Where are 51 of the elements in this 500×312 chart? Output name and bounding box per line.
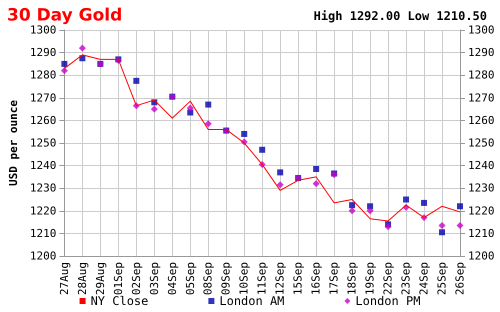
x-tick-label: 25Sep <box>436 262 449 296</box>
y-tick-label: 1230 <box>30 182 56 195</box>
x-tick-label: 09Sep <box>220 262 233 296</box>
x-tick-label: 11Sep <box>256 262 269 296</box>
y2-tick-label: 1280 <box>468 68 494 82</box>
y-tick-label: 1240 <box>30 159 56 172</box>
y2-tick-label: 1260 <box>468 114 494 127</box>
legend-label: London PM <box>355 294 420 308</box>
y2-tick-label: 1270 <box>468 91 494 104</box>
y-tick-label: 1250 <box>30 136 56 150</box>
x-tick-label: 01Sep <box>112 262 125 296</box>
y-axis-title: USD per ounce <box>7 100 20 186</box>
y2-tick-label: 1240 <box>468 159 494 172</box>
y2-tick-label: 1250 <box>468 136 494 150</box>
x-tick-label: 28Aug <box>76 262 89 296</box>
y2-tick-label: 1200 <box>468 250 494 262</box>
chart-subtitle: High 1292.00 Low 1210.50 <box>314 9 487 23</box>
x-tick-label: 18Sep <box>346 262 359 296</box>
x-tick-label: 29Aug <box>94 262 107 296</box>
y2-tick-label: 1210 <box>468 226 494 240</box>
x-tick-label: 22Sep <box>382 262 395 296</box>
y2-tick-label: 1290 <box>468 46 494 60</box>
x-tick-label: 10Sep <box>238 262 251 296</box>
x-tick-label: 26Sep <box>454 262 466 296</box>
x-tick-label: 16Sep <box>310 262 323 296</box>
x-tick-label: 27Aug <box>58 262 71 296</box>
legend-label: London AM <box>219 294 284 308</box>
y-tick-label: 1260 <box>30 114 56 127</box>
y-tick-label: 1290 <box>30 46 56 60</box>
x-tick-label: 12Sep <box>274 262 287 296</box>
x-tick-label: 15Sep <box>292 262 305 296</box>
x-tick-label: 08Sep <box>202 262 215 296</box>
y2-tick-label: 1220 <box>468 204 494 218</box>
x-tick-label: 23Sep <box>400 262 413 296</box>
y2-tick-label: 1230 <box>468 182 494 195</box>
legend-label: NY Close <box>90 294 148 308</box>
x-tick-label: 24Sep <box>418 262 431 296</box>
y-tick-label: 1200 <box>30 250 56 262</box>
x-tick-label: 02Sep <box>130 262 143 296</box>
y-tick-label: 1270 <box>30 91 56 104</box>
x-tick-label: 03Sep <box>148 262 161 296</box>
x-tick-label: 04Sep <box>166 262 179 296</box>
x-tick-label: 19Sep <box>364 262 377 296</box>
chart-title: 30 Day Gold <box>7 6 122 26</box>
x-tick-label: 05Sep <box>184 262 197 296</box>
y-tick-label: 1220 <box>30 204 56 218</box>
y-tick-label: 1210 <box>30 226 56 240</box>
y-tick-label: 1280 <box>30 68 56 82</box>
y-tick-label: 1300 <box>30 24 56 36</box>
y2-tick-label: 1300 <box>468 24 494 36</box>
x-tick-label: 17Sep <box>328 262 341 296</box>
